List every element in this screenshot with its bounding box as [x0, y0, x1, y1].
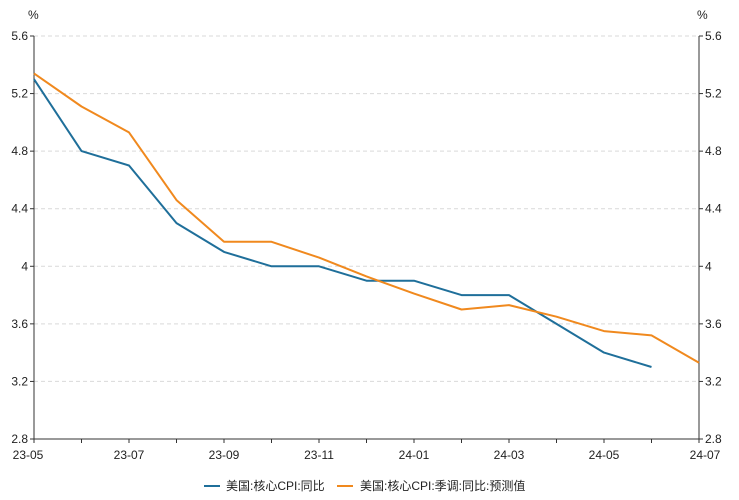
series-lines — [33, 72, 700, 368]
left-y-tick-label: 5.2 — [11, 87, 28, 101]
left-y-tick-label: 3.6 — [11, 317, 28, 331]
left-y-tick-label: 5.6 — [11, 29, 28, 43]
x-tick-label: 23-07 — [114, 448, 145, 462]
right-y-tick-label: 5.2 — [705, 87, 722, 101]
right-y-tick-label: 4.8 — [705, 144, 722, 158]
right-y-tick-label: 4.4 — [705, 202, 722, 216]
right-y-tick-label: 4 — [705, 259, 712, 273]
right-y-tick-label: 3.2 — [705, 374, 722, 388]
x-tick-label: 24-05 — [589, 448, 620, 462]
right-y-unit: % — [697, 8, 708, 22]
legend-label-core-cpi-forecast: 美国:核心CPI:季调:同比:预测值 — [360, 478, 525, 493]
legend: 美国:核心CPI:同比 美国:核心CPI:季调:同比:预测值 — [204, 478, 525, 493]
grid-lines — [34, 35, 699, 382]
x-tick-label: 24-01 — [399, 448, 430, 462]
legend-label-core-cpi: 美国:核心CPI:同比 — [226, 479, 325, 493]
left-y-tick-label: 4.4 — [11, 202, 28, 216]
left-y-tick-label: 2.8 — [11, 432, 28, 446]
x-tick-label: 23-05 — [13, 448, 44, 462]
series-line-core-cpi — [33, 78, 652, 368]
x-axis-ticks: 23-05 23-07 23-09 23-11 24-01 24-03 24-05 24-07 — [13, 439, 721, 462]
left-y-tick-label: 3.2 — [11, 374, 28, 388]
x-tick-label: 23-09 — [209, 448, 240, 462]
y-axis-ticks: 2.8 2.8 3.2 3.2 3.6 3.6 4 4 4.4 4.4 4.8 4.8 5.2 5.2 5.… — [11, 29, 722, 446]
left-y-tick-label: 4 — [21, 259, 28, 273]
x-tick-label: 23-11 — [304, 448, 334, 462]
right-y-tick-label: 5.6 — [705, 29, 722, 43]
right-y-tick-label: 2.8 — [705, 432, 722, 446]
right-y-tick-label: 3.6 — [705, 317, 722, 331]
series-line-core-cpi-forecast — [33, 72, 700, 364]
left-y-tick-label: 4.8 — [11, 144, 28, 158]
x-tick-label: 24-03 — [494, 448, 525, 462]
x-tick-label: 24-07 — [690, 448, 721, 462]
left-y-unit: % — [28, 8, 39, 22]
